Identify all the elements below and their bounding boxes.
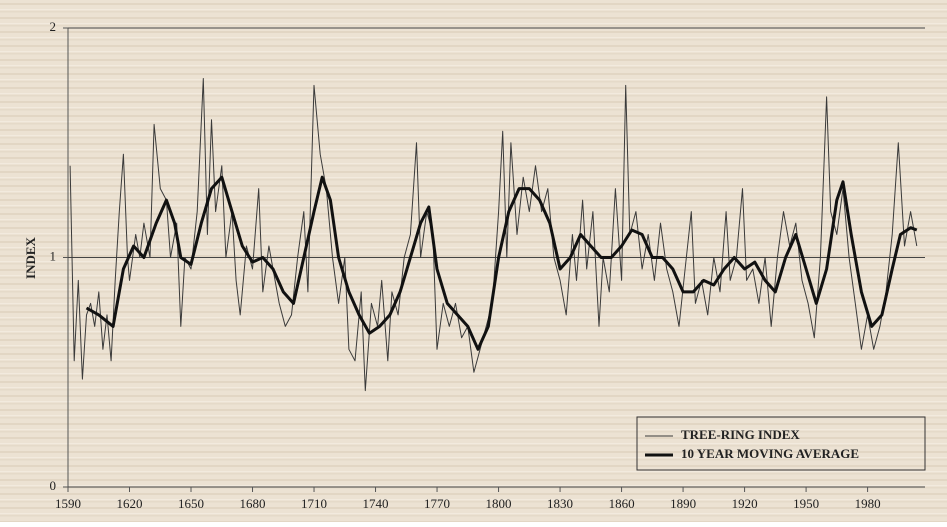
x-tick-label: 1920	[732, 496, 758, 511]
y-tick-label: 0	[50, 478, 57, 493]
legend-label: TREE-RING INDEX	[681, 427, 800, 442]
y-tick-label: 1	[50, 248, 57, 263]
x-tick-label: 1710	[301, 496, 327, 511]
x-tick-label: 1950	[793, 496, 819, 511]
x-tick-label: 1740	[363, 496, 389, 511]
x-tick-label: 1680	[240, 496, 266, 511]
legend-label: 10 YEAR MOVING AVERAGE	[681, 446, 859, 461]
y-tick-label: 2	[50, 19, 57, 34]
x-tick-label: 1830	[547, 496, 573, 511]
x-tick-label: 1890	[670, 496, 696, 511]
x-tick-label: 1590	[55, 496, 81, 511]
series-line	[85, 175, 918, 351]
x-tick-label: 1980	[855, 496, 881, 511]
x-tick-label: 1860	[609, 496, 635, 511]
y-axis-label: INDEX	[23, 236, 38, 279]
x-tick-label: 1650	[178, 496, 204, 511]
x-tick-label: 1800	[486, 496, 512, 511]
x-tick-label: 1770	[424, 496, 450, 511]
legend-box	[636, 416, 926, 471]
x-tick-label: 1620	[117, 496, 143, 511]
